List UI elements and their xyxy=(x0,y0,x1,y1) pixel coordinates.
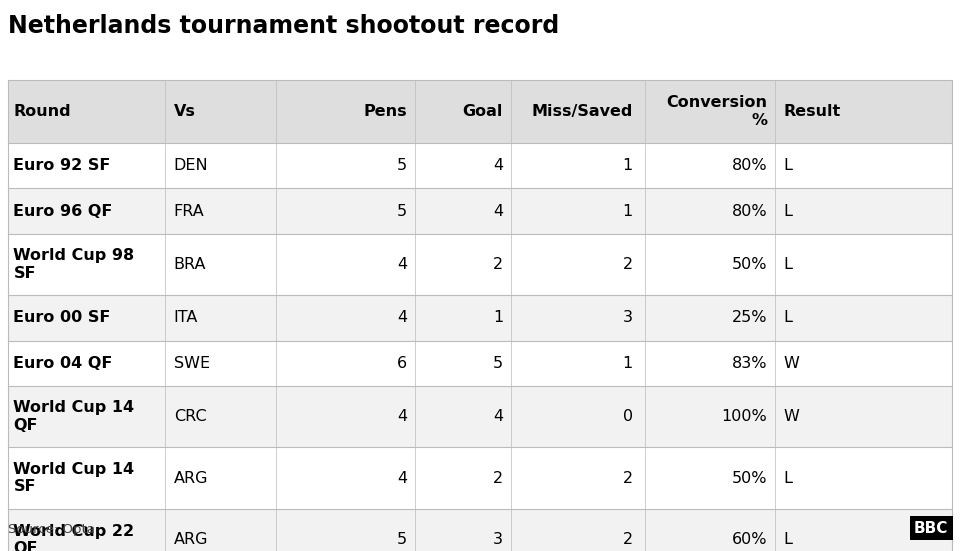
Text: Vs: Vs xyxy=(174,104,196,119)
Text: ARG: ARG xyxy=(174,471,208,486)
Text: 4: 4 xyxy=(492,203,503,219)
Text: 2: 2 xyxy=(492,257,503,272)
Text: 1: 1 xyxy=(492,310,503,326)
Text: Pens: Pens xyxy=(364,104,407,119)
Text: World Cup 14
QF: World Cup 14 QF xyxy=(13,401,134,433)
Text: 4: 4 xyxy=(396,471,407,486)
Text: 0: 0 xyxy=(622,409,633,424)
Text: L: L xyxy=(783,257,792,272)
Text: SWE: SWE xyxy=(174,355,210,371)
Text: 5: 5 xyxy=(396,203,407,219)
Text: Euro 00 SF: Euro 00 SF xyxy=(13,310,110,326)
Text: BBC: BBC xyxy=(914,521,948,536)
Text: 1: 1 xyxy=(622,355,633,371)
Text: 60%: 60% xyxy=(732,532,767,548)
Text: 4: 4 xyxy=(396,257,407,272)
Text: CRC: CRC xyxy=(174,409,206,424)
Text: 2: 2 xyxy=(492,471,503,486)
Text: World Cup 98
SF: World Cup 98 SF xyxy=(13,249,134,280)
Text: Netherlands tournament shootout record: Netherlands tournament shootout record xyxy=(8,14,559,38)
Text: ITA: ITA xyxy=(174,310,198,326)
Text: L: L xyxy=(783,532,792,548)
Text: L: L xyxy=(783,471,792,486)
Text: 50%: 50% xyxy=(732,471,767,486)
Text: Conversion
%: Conversion % xyxy=(666,95,767,128)
Text: L: L xyxy=(783,158,792,174)
Text: BRA: BRA xyxy=(174,257,206,272)
Text: 2: 2 xyxy=(622,532,633,548)
Text: W: W xyxy=(783,409,800,424)
Text: 2: 2 xyxy=(622,471,633,486)
Text: Euro 04 QF: Euro 04 QF xyxy=(13,355,113,371)
Text: Euro 96 QF: Euro 96 QF xyxy=(13,203,113,219)
Text: 4: 4 xyxy=(396,409,407,424)
Text: 2: 2 xyxy=(622,257,633,272)
Text: World Cup 14
SF: World Cup 14 SF xyxy=(13,462,134,494)
Text: 6: 6 xyxy=(396,355,407,371)
Text: 3: 3 xyxy=(493,532,503,548)
Text: L: L xyxy=(783,203,792,219)
Text: 5: 5 xyxy=(492,355,503,371)
Text: Source: Opta: Source: Opta xyxy=(8,522,94,536)
Text: 50%: 50% xyxy=(732,257,767,272)
Text: 25%: 25% xyxy=(732,310,767,326)
Text: L: L xyxy=(783,310,792,326)
Text: 83%: 83% xyxy=(732,355,767,371)
Text: 5: 5 xyxy=(396,158,407,174)
Text: FRA: FRA xyxy=(174,203,204,219)
Text: 5: 5 xyxy=(396,532,407,548)
Text: 100%: 100% xyxy=(721,409,767,424)
Text: 1: 1 xyxy=(622,203,633,219)
Text: DEN: DEN xyxy=(174,158,208,174)
Text: 80%: 80% xyxy=(732,158,767,174)
Text: World Cup 22
QF: World Cup 22 QF xyxy=(13,524,134,551)
Text: 1: 1 xyxy=(622,158,633,174)
Text: Result: Result xyxy=(783,104,841,119)
Text: ARG: ARG xyxy=(174,532,208,548)
Text: Goal: Goal xyxy=(463,104,503,119)
Text: 80%: 80% xyxy=(732,203,767,219)
Text: Miss/Saved: Miss/Saved xyxy=(531,104,633,119)
Text: W: W xyxy=(783,355,800,371)
Text: Euro 92 SF: Euro 92 SF xyxy=(13,158,110,174)
Text: 4: 4 xyxy=(492,409,503,424)
Text: 3: 3 xyxy=(623,310,633,326)
Text: Round: Round xyxy=(13,104,71,119)
Text: 4: 4 xyxy=(396,310,407,326)
Text: 4: 4 xyxy=(492,158,503,174)
